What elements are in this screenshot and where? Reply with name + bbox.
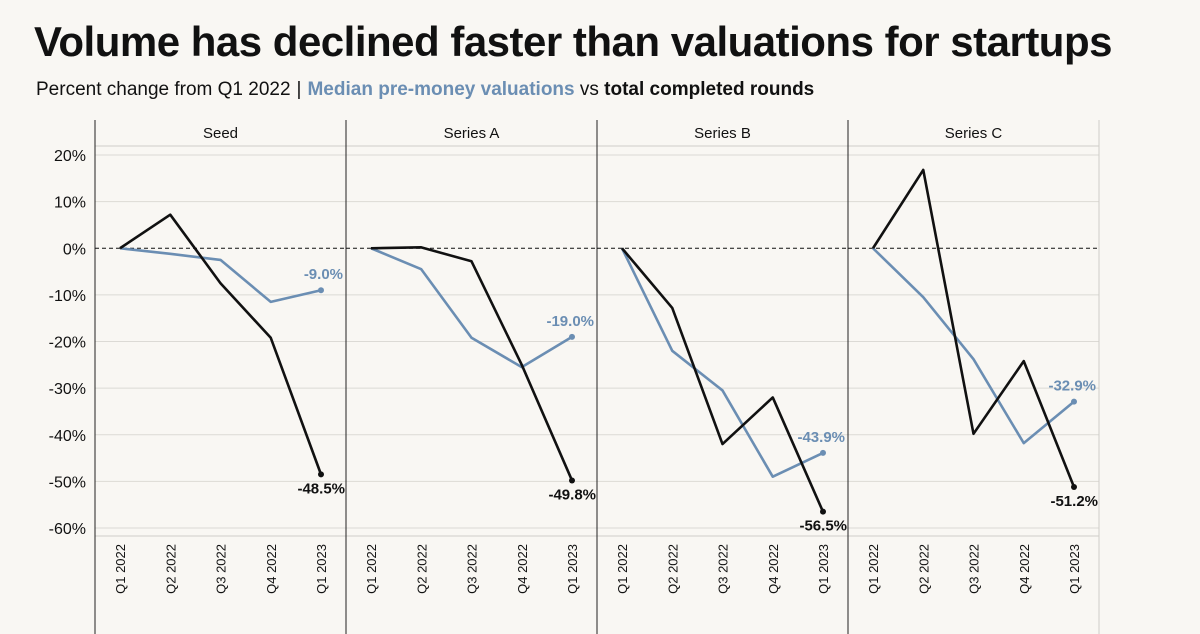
valuations-end-label: -43.9% (797, 429, 845, 446)
subtitle-connector: vs (579, 79, 599, 100)
valuations-end-label: -9.0% (304, 266, 343, 283)
y-tick-label: -30% (49, 381, 86, 398)
chart-title: Volume has declined faster than valuatio… (34, 18, 1112, 65)
x-tick-label: Q4 2022 (766, 544, 781, 594)
x-tick-label: Q2 2022 (916, 544, 931, 594)
x-tick-label: Q1 2022 (866, 544, 881, 594)
panel-header: Series B (694, 125, 751, 142)
x-tick-label: Q1 2023 (1067, 544, 1082, 594)
panel-header: Seed (203, 125, 238, 142)
y-tick-label: -10% (49, 288, 86, 305)
valuations-line (119, 246, 322, 304)
subtitle-valuations-label: Median pre-money valuations (307, 79, 575, 100)
x-tick-label: Q2 2022 (414, 544, 429, 594)
y-tick-label: -20% (49, 335, 86, 352)
valuations-line (370, 247, 573, 369)
x-tick-label: Q3 2022 (214, 544, 229, 594)
rounds-line (119, 213, 323, 475)
x-tick-label: Q4 2022 (515, 544, 530, 594)
subtitle-rounds-label: total completed rounds (604, 79, 815, 100)
valuations-end-point (1071, 398, 1077, 405)
y-tick-label: 20% (54, 148, 86, 165)
rounds-line (370, 246, 574, 481)
y-tick-label: -60% (49, 521, 86, 538)
rounds-end-label: -49.8% (548, 486, 596, 503)
x-tick-label: Q1 2022 (113, 544, 128, 594)
y-tick-label: 0% (63, 241, 86, 258)
y-tick-label: -40% (49, 428, 86, 445)
valuations-end-point (318, 287, 324, 294)
rounds-line (621, 247, 825, 513)
rounds-line (871, 168, 1076, 488)
x-tick-label: Q4 2022 (1017, 544, 1032, 594)
rounds-end-point (318, 471, 324, 478)
rounds-end-point (820, 508, 826, 515)
x-tick-label: Q3 2022 (465, 544, 480, 594)
valuations-end-point (569, 333, 575, 340)
chart-subtitle: Percent change from Q1 2022 | Median pre-m… (36, 79, 814, 101)
subtitle-separator: | (296, 79, 302, 100)
rounds-end-point (569, 477, 575, 484)
x-tick-label: Q3 2022 (967, 544, 982, 594)
x-tick-label: Q2 2022 (163, 544, 178, 594)
x-tick-label: Q4 2022 (264, 544, 279, 594)
x-tick-label: Q2 2022 (665, 544, 680, 594)
y-tick-label: 10% (54, 195, 86, 212)
rounds-end-point (1071, 483, 1077, 490)
valuations-end-label: -32.9% (1048, 378, 1096, 395)
subtitle-prefix: Percent change from Q1 2022 (36, 79, 291, 100)
valuations-line (872, 247, 1075, 445)
x-tick-label: Q1 2023 (816, 544, 831, 594)
valuations-end-label: -19.0% (546, 313, 594, 330)
rounds-end-label: -51.2% (1050, 493, 1098, 510)
panel-header: Series C (945, 125, 1003, 142)
x-tick-label: Q1 2023 (565, 544, 580, 594)
x-tick-label: Q1 2022 (364, 544, 379, 594)
panel-header: Series A (444, 125, 500, 142)
rounds-end-label: -56.5% (799, 518, 847, 535)
rounds-end-label: -48.5% (297, 480, 345, 497)
valuations-line (620, 247, 824, 479)
x-tick-label: Q1 2023 (314, 544, 329, 594)
valuations-end-point (820, 449, 826, 456)
y-tick-label: -50% (49, 474, 86, 491)
x-tick-label: Q1 2022 (615, 544, 630, 594)
x-tick-label: Q3 2022 (716, 544, 731, 594)
